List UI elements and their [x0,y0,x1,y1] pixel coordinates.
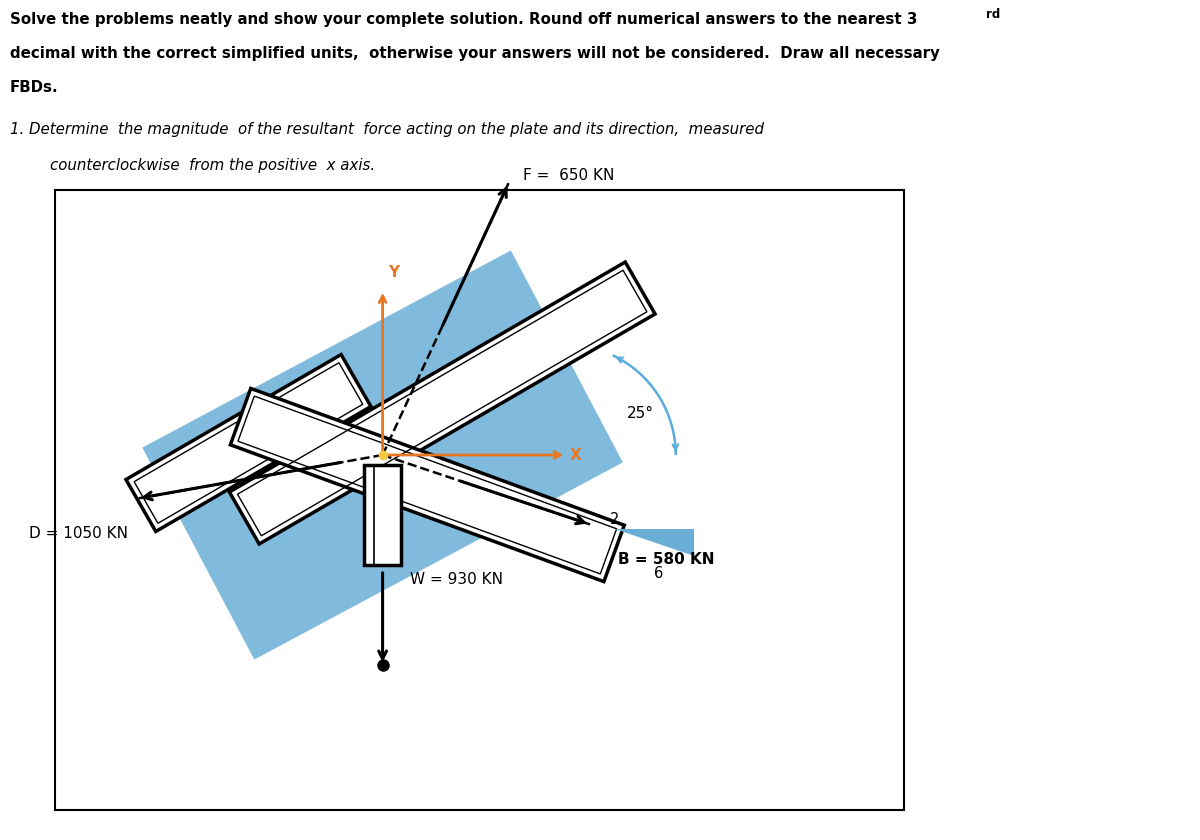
Polygon shape [230,388,624,581]
Polygon shape [229,262,655,544]
Text: 6: 6 [654,566,664,581]
Text: Solve the problems neatly and show your complete solution. Round off numerical a: Solve the problems neatly and show your … [10,12,918,27]
Text: rd: rd [986,8,1000,21]
Text: F =  650 KN: F = 650 KN [523,168,614,182]
Bar [55,190,905,810]
Polygon shape [614,529,695,556]
Polygon shape [143,250,623,659]
Text: 25°: 25° [626,406,654,421]
Text: X: X [570,448,581,463]
Polygon shape [126,354,371,532]
Text: decimal with the correct simplified units,  otherwise your answers will not be c: decimal with the correct simplified unit… [10,46,940,61]
Text: D = 1050 KN: D = 1050 KN [29,527,128,542]
Text: 1. Determine  the magnitude  of the resultant  force acting on the plate and its: 1. Determine the magnitude of the result… [10,122,764,137]
Text: B = 580 KN: B = 580 KN [618,553,714,568]
Text: counterclockwise  from the positive  x axis.: counterclockwise from the positive x axi… [49,158,374,173]
Text: 2: 2 [610,512,619,528]
Text: W = 930 KN: W = 930 KN [410,573,504,587]
Text: FBDs.: FBDs. [10,80,59,95]
Bar [364,465,402,565]
Text: Y: Y [389,265,400,280]
